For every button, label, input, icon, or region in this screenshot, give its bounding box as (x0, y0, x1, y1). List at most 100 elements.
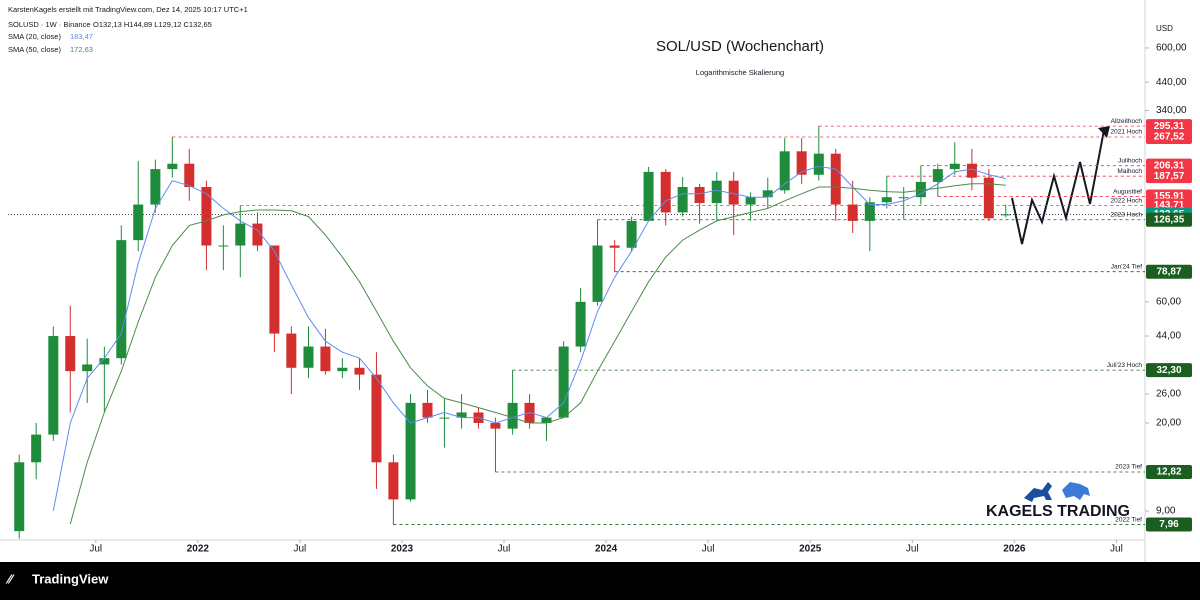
candle-body (728, 180, 739, 205)
brand: KAGELS TRADING (986, 503, 1130, 520)
x-tick-label: Jul (702, 544, 715, 555)
candle-body (711, 180, 722, 204)
candle-body (99, 358, 110, 365)
x-tick-label: 2025 (799, 544, 822, 555)
candle-body (303, 346, 314, 368)
level-label: Allzeithoch (1111, 118, 1143, 125)
candle-body (31, 434, 42, 463)
candle-body (881, 197, 892, 203)
candle-body (184, 163, 195, 188)
logo: KAGELS TRADING (986, 482, 1130, 520)
candle-body (966, 163, 977, 178)
level-label: 2021 Hoch (1111, 129, 1143, 136)
candle-body (48, 336, 59, 435)
candle-body (949, 163, 960, 170)
candle-body (439, 417, 450, 419)
candle-body (898, 197, 909, 199)
candle-body (796, 151, 807, 175)
candle-body (762, 190, 773, 198)
level-label: 2022 Tief (1115, 516, 1142, 523)
candle-body (915, 181, 926, 198)
candle-body (235, 223, 246, 246)
candle-body (864, 202, 875, 221)
candle-body (643, 171, 654, 221)
y-tick-label: 440,00 (1156, 77, 1187, 88)
candle-body (65, 336, 76, 372)
candle-body (694, 187, 705, 204)
candle-body (609, 245, 620, 248)
y-unit: USD (1156, 24, 1173, 33)
x-tick-label: Jul (906, 544, 919, 555)
candle-body (133, 204, 144, 241)
candle-body (14, 462, 25, 532)
price-badge (1146, 169, 1192, 184)
candle-body (218, 245, 229, 247)
candle-body (456, 412, 467, 418)
level-label: Jan'24 Tief (1111, 263, 1142, 270)
x-tick-label: Jul (498, 544, 511, 555)
candle-body (677, 187, 688, 213)
plot-layer (8, 125, 1145, 539)
level-label: Maihoch (1117, 168, 1142, 175)
level-label: 2022 Hoch (1111, 197, 1143, 204)
ohlc-readout: O132,13 H144,89 L129,12 C132,65 (93, 20, 212, 29)
x-tick-label: 2026 (1003, 544, 1026, 555)
price-badge-label: 267,52 (1154, 132, 1185, 143)
candle-body (150, 169, 161, 205)
x-tick-label: 2022 (187, 544, 210, 555)
legend-name: SMA (50, close) (8, 45, 61, 54)
chart-title: SOL/USD (Wochenchart) (656, 38, 824, 55)
candle-body (932, 169, 943, 182)
price-badge-label: 78,87 (1156, 266, 1181, 277)
candle-body (371, 374, 382, 463)
candle-body (1000, 214, 1011, 216)
y-tick-label: 340,00 (1156, 105, 1187, 116)
x-tick-label: Jul (1110, 544, 1123, 555)
x-tick-label: 2024 (595, 544, 618, 555)
projection-arrow (1098, 126, 1110, 138)
price-badge (1146, 130, 1192, 145)
price-badge (1146, 119, 1192, 134)
candle-body (320, 346, 331, 372)
sma-line (69, 183, 1006, 525)
bear-icon (1062, 482, 1090, 500)
candle-body (507, 402, 518, 429)
candle-body (167, 163, 178, 170)
price-badge-label: 143,71 (1154, 200, 1185, 211)
candle-body (558, 346, 569, 418)
candle-body (575, 301, 586, 347)
price-badge (1146, 517, 1192, 532)
credit: KarstenKagels erstellt mit TradingView.c… (8, 5, 248, 14)
candle-body (983, 177, 994, 219)
candle-body (779, 151, 790, 191)
legend-value: 172,63 (70, 45, 93, 54)
price-badge-label: 7,96 (1159, 519, 1179, 530)
candle-body (490, 422, 501, 429)
level-label: Juli'23 Hoch (1107, 362, 1143, 369)
y-tick-label: 9,00 (1156, 506, 1176, 517)
candle-body (660, 171, 671, 213)
y-tick-label: 600,00 (1156, 43, 1187, 54)
price-badge-label: 187,57 (1154, 171, 1185, 182)
candle-body (541, 417, 552, 423)
chart-subtitle: Logarithmische Skalierung (696, 68, 784, 77)
candle-body (830, 153, 841, 205)
price-badge-label: 32,30 (1156, 365, 1181, 376)
candle-body (422, 402, 433, 418)
sma-line (52, 165, 1006, 512)
projection-path (1011, 129, 1105, 245)
legend-value: 183,47 (70, 32, 93, 41)
x-tick-label: Jul (294, 544, 307, 555)
x-tick-label: Jul (89, 544, 102, 555)
price-badge-label: 12,82 (1156, 467, 1181, 478)
y-tick-label: 26,00 (1156, 389, 1181, 400)
candle-body (813, 153, 824, 175)
price-badge-label: 155,91 (1154, 191, 1185, 202)
candle-body (388, 462, 399, 500)
price-badge (1146, 158, 1192, 173)
candle-body (337, 367, 348, 372)
price-badge (1146, 363, 1192, 378)
price-badge (1146, 264, 1192, 279)
level-label: Augusttief (1113, 188, 1142, 195)
